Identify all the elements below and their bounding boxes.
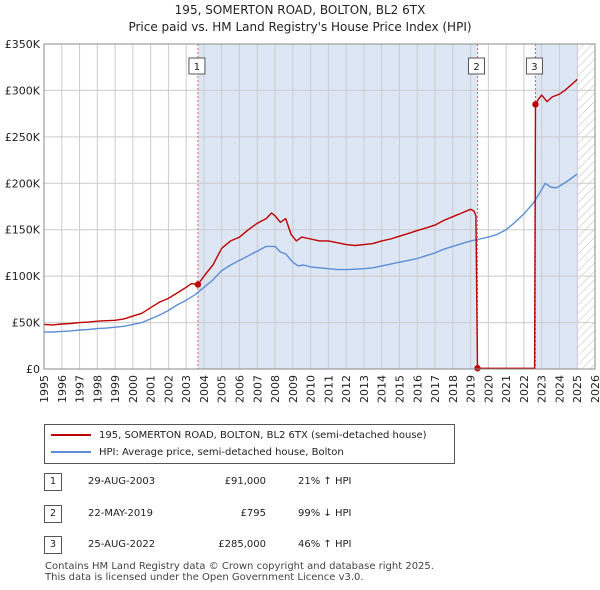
ownership-period-band — [535, 44, 579, 369]
x-tick-label: 2015 — [393, 375, 406, 403]
sale-marker-badge — [525, 57, 543, 75]
x-tick-label: 1998 — [91, 375, 104, 403]
sale-hpi-change: 46% ↑ HPI — [298, 539, 352, 550]
legend-swatch-hpi — [51, 451, 91, 453]
x-tick-label: 2012 — [340, 375, 353, 403]
footer-line-1: Contains HM Land Registry data © Crown c… — [45, 561, 434, 572]
x-tick-label: 2005 — [216, 375, 229, 403]
x-tick-label: 2002 — [162, 375, 175, 403]
sale-date: 22-MAY-2019 — [88, 508, 154, 519]
legend-item-hpi: HPI: Average price, semi-detached house,… — [51, 445, 344, 461]
sale-row: 1 29-AUG-2003 £91,000 21% ↑ HPI — [44, 473, 564, 491]
sale-number-badge: 3 — [44, 536, 62, 554]
sale-marker-label: 2 — [473, 62, 479, 73]
legend-label-hpi: HPI: Average price, semi-detached house,… — [99, 447, 344, 458]
chart-legend: 195, SOMERTON ROAD, BOLTON, BL2 6TX (sem… — [44, 424, 455, 464]
hpi-series-line — [44, 173, 578, 333]
y-tick-label: £100K — [5, 270, 41, 283]
legend-swatch-price — [51, 434, 91, 436]
sale-number-badge: 2 — [44, 505, 62, 523]
x-tick-label: 2001 — [145, 375, 158, 403]
x-tick-label: 2019 — [465, 375, 478, 403]
forecast-hatch-region — [578, 44, 595, 369]
x-tick-label: 2011 — [322, 375, 335, 403]
y-tick-label: £300K — [5, 84, 41, 97]
sale-point — [194, 281, 202, 288]
x-tick-label: 2006 — [234, 375, 247, 403]
footer-line-2: This data is licensed under the Open Gov… — [45, 572, 364, 583]
x-tick-label: 2008 — [269, 375, 282, 403]
y-tick-label: £50K — [12, 317, 41, 330]
y-tick-label: £250K — [5, 131, 41, 144]
x-tick-label: 2004 — [198, 375, 211, 403]
y-tick-label: £350K — [5, 38, 41, 51]
x-tick-label: 2007 — [251, 375, 264, 403]
chart-title-line1: 195, SOMERTON ROAD, BOLTON, BL2 6TX — [175, 3, 426, 17]
sale-point — [532, 101, 539, 108]
x-tick-label: 2023 — [536, 375, 549, 403]
x-tick-label: 2026 — [589, 375, 600, 403]
x-tick-label: 1996 — [56, 375, 69, 403]
sale-row: 3 25-AUG-2022 £285,000 46% ↑ HPI — [44, 536, 564, 554]
sale-date: 25-AUG-2022 — [88, 539, 156, 550]
x-tick-label: 2009 — [287, 375, 300, 403]
price-chart: 195, SOMERTON ROAD, BOLTON, BL2 6TX Pric… — [5, 3, 600, 403]
sale-price: £795 — [240, 508, 266, 519]
y-tick-label: £150K — [5, 224, 41, 237]
x-tick-label: 2018 — [447, 375, 460, 403]
sale-point — [474, 365, 481, 372]
x-tick-label: 1995 — [38, 375, 51, 403]
x-tick-label: 2003 — [180, 375, 193, 403]
sale-price: £91,000 — [224, 476, 266, 487]
sale-hpi-change: 99% ↓ HPI — [298, 508, 352, 519]
sale-marker-badge — [188, 57, 206, 75]
sale-date: 29-AUG-2003 — [88, 476, 156, 487]
sale-marker-label: 3 — [531, 62, 537, 73]
sale-row: 2 22-MAY-2019 £795 99% ↓ HPI — [44, 505, 564, 523]
x-tick-label: 2016 — [411, 375, 424, 403]
x-tick-label: 2024 — [553, 375, 566, 403]
legend-item-price: 195, SOMERTON ROAD, BOLTON, BL2 6TX (sem… — [51, 428, 427, 444]
x-tick-label: 1999 — [109, 375, 122, 403]
x-tick-label: 2014 — [376, 375, 389, 403]
y-tick-label: £200K — [5, 177, 41, 190]
sale-number-badge: 1 — [44, 473, 62, 491]
footer-attribution: Contains HM Land Registry data © Crown c… — [45, 561, 434, 583]
ownership-period-band — [197, 44, 478, 369]
x-tick-label: 2017 — [429, 375, 442, 403]
x-tick-label: 2010 — [305, 375, 318, 403]
x-tick-label: 2020 — [482, 375, 495, 403]
sale-hpi-change: 21% ↑ HPI — [298, 476, 352, 487]
y-tick-label: £0 — [26, 363, 40, 376]
sale-marker-label: 1 — [194, 62, 200, 73]
x-tick-label: 1997 — [74, 375, 87, 403]
legend-label-price: 195, SOMERTON ROAD, BOLTON, BL2 6TX (sem… — [99, 430, 427, 441]
x-tick-label: 2021 — [500, 375, 513, 403]
x-tick-label: 2025 — [571, 375, 584, 403]
sale-marker-badge — [468, 57, 486, 75]
x-tick-label: 2022 — [518, 375, 531, 403]
chart-title-line2: Price paid vs. HM Land Registry's House … — [128, 20, 471, 34]
price-series-line — [44, 78, 578, 369]
sale-price: £285,000 — [218, 539, 266, 550]
plot-frame — [43, 43, 596, 370]
x-tick-label: 2013 — [358, 375, 371, 403]
x-tick-label: 2000 — [127, 375, 140, 403]
